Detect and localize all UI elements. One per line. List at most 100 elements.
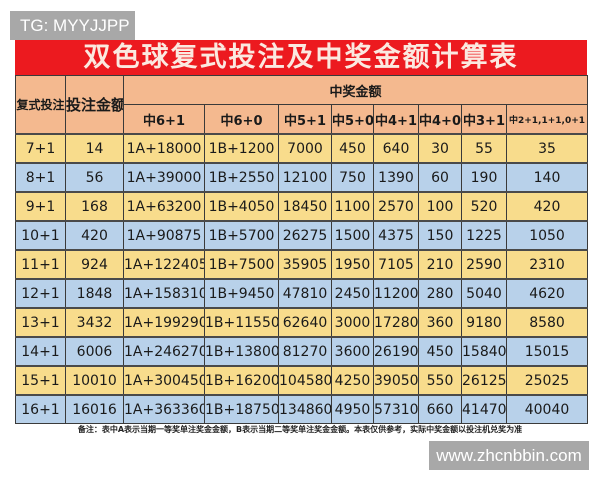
- table-cell: 39050: [373, 365, 419, 396]
- table-cell: 7105: [373, 249, 419, 280]
- table-cell: 4620: [505, 278, 589, 309]
- table-cell: 2590: [461, 249, 507, 280]
- table-cell: 56: [65, 162, 124, 193]
- table-cell: 134860: [278, 394, 332, 424]
- footnote: 备注：表中A表示当期一等奖单注奖金金额，B表示当期二等奖单注奖金金额。本表仅供参…: [77, 425, 523, 434]
- table-cell: 420: [65, 220, 124, 251]
- table-cell: 2450: [331, 278, 374, 309]
- table-cell: 8580: [505, 307, 589, 338]
- table-cell: 1A+90875: [123, 220, 205, 251]
- table-cell: 35905: [278, 249, 332, 280]
- table-cell: 15840: [461, 336, 507, 367]
- header-bet-amount: 投注金额: [65, 75, 124, 135]
- table-cell: 1390: [373, 162, 419, 193]
- table-row: 16+1 16016 1A+363360 1B+18750 134860 4950 5731…: [15, 394, 589, 424]
- table-cell: 25025: [505, 365, 589, 396]
- table-row: 12+1 1848 1A+158310 1B+9450 47810 2450 11200 28…: [15, 278, 589, 309]
- table-body: 7+1 14 1A+18000 1B+1200 7000 450 640 30 55 35 8+1 5…: [15, 133, 589, 424]
- table-cell: 18450: [278, 191, 332, 222]
- table-cell: 450: [418, 336, 462, 367]
- watermark-top-left: TG: MYYJJPP: [10, 11, 135, 40]
- table-cell: 6006: [65, 336, 124, 367]
- table-cell: 15015: [505, 336, 589, 367]
- table-cell: 1B+5700: [204, 220, 279, 251]
- table-cell: 1A+18000: [123, 133, 205, 164]
- table-cell: 1B+16200: [204, 365, 279, 396]
- table-row: 13+1 3432 1A+199290 1B+11550 62640 3000 17280 3…: [15, 307, 589, 338]
- table-cell: 100: [418, 191, 462, 222]
- table-cell: 16016: [65, 394, 124, 424]
- table-cell: 750: [331, 162, 374, 193]
- table-cell: 660: [418, 394, 462, 424]
- table-cell: 15+1: [15, 365, 66, 396]
- table-cell: 1B+13800: [204, 336, 279, 367]
- table-cell: 1B+18750: [204, 394, 279, 424]
- table-row: 7+1 14 1A+18000 1B+1200 7000 450 640 30 55 35: [15, 133, 589, 164]
- header-prize-col: 中6+1: [123, 104, 205, 135]
- table-cell: 4250: [331, 365, 374, 396]
- table-cell: 924: [65, 249, 124, 280]
- table-cell: 210: [418, 249, 462, 280]
- table-cell: 1A+39000: [123, 162, 205, 193]
- table-cell: 26125: [461, 365, 507, 396]
- table-cell: 40040: [505, 394, 589, 424]
- table-cell: 150: [418, 220, 462, 251]
- header-prize-col: 中2+1,1+1,0+1: [505, 104, 589, 135]
- table-cell: 55: [461, 133, 507, 164]
- table-cell: 60: [418, 162, 462, 193]
- table-cell: 3432: [65, 307, 124, 338]
- table-cell: 9+1: [15, 191, 66, 222]
- table-cell: 2310: [505, 249, 589, 280]
- table-cell: 7000: [278, 133, 332, 164]
- table-cell: 1100: [331, 191, 374, 222]
- table-cell: 4375: [373, 220, 419, 251]
- prize-table: 复式投注 投注金额 中奖金额 中6+1 中6+0 中5+1 中5+0 中4+1 …: [15, 75, 589, 424]
- table-cell: 35: [505, 133, 589, 164]
- table-cell: 640: [373, 133, 419, 164]
- table-cell: 1225: [461, 220, 507, 251]
- header-prize-col: 中6+0: [204, 104, 279, 135]
- table-cell: 41470: [461, 394, 507, 424]
- table-cell: 16+1: [15, 394, 66, 424]
- table-cell: 1500: [331, 220, 374, 251]
- table-cell: 280: [418, 278, 462, 309]
- table-cell: 1A+158310: [123, 278, 205, 309]
- table-cell: 14+1: [15, 336, 66, 367]
- table-cell: 190: [461, 162, 507, 193]
- header-prize-col: 中3+1: [461, 104, 507, 135]
- table-cell: 1A+199290: [123, 307, 205, 338]
- table-cell: 1A+246270: [123, 336, 205, 367]
- table-cell: 3600: [331, 336, 374, 367]
- table-cell: 1A+63200: [123, 191, 205, 222]
- table-cell: 1050: [505, 220, 589, 251]
- table-cell: 168: [65, 191, 124, 222]
- table-cell: 57310: [373, 394, 419, 424]
- table-cell: 30: [418, 133, 462, 164]
- table-cell: 13+1: [15, 307, 66, 338]
- table-row: 9+1 168 1A+63200 1B+4050 18450 1100 2570 100 520…: [15, 191, 589, 222]
- table-cell: 360: [418, 307, 462, 338]
- table-cell: 104580: [278, 365, 332, 396]
- table-cell: 2570: [373, 191, 419, 222]
- table-cell: 62640: [278, 307, 332, 338]
- table-row: 8+1 56 1A+39000 1B+2550 12100 750 1390 60 190 140: [15, 162, 589, 193]
- header-prize-group: 中奖金额: [122, 75, 589, 105]
- table-cell: 7+1: [15, 133, 66, 164]
- table-row: 14+1 6006 1A+246270 1B+13800 81270 3600 26190 4…: [15, 336, 589, 367]
- table-cell: 1B+7500: [204, 249, 279, 280]
- table-cell: 26275: [278, 220, 332, 251]
- header-prize-col: 中4+0: [418, 104, 462, 135]
- table-cell: 12+1: [15, 278, 66, 309]
- table-cell: 11200: [373, 278, 419, 309]
- table-cell: 81270: [278, 336, 332, 367]
- table-cell: 17280: [373, 307, 419, 338]
- table-cell: 12100: [278, 162, 332, 193]
- table-cell: 8+1: [15, 162, 66, 193]
- table-row: 11+1 924 1A+122405 1B+7500 35905 1950 7105 210 2…: [15, 249, 589, 280]
- header-bet-type: 复式投注: [15, 75, 66, 135]
- header-prize-col: 中5+0: [331, 104, 374, 135]
- table-cell: 550: [418, 365, 462, 396]
- table-cell: 1A+122405: [123, 249, 205, 280]
- table-cell: 1B+11550: [204, 307, 279, 338]
- table-cell: 1B+1200: [204, 133, 279, 164]
